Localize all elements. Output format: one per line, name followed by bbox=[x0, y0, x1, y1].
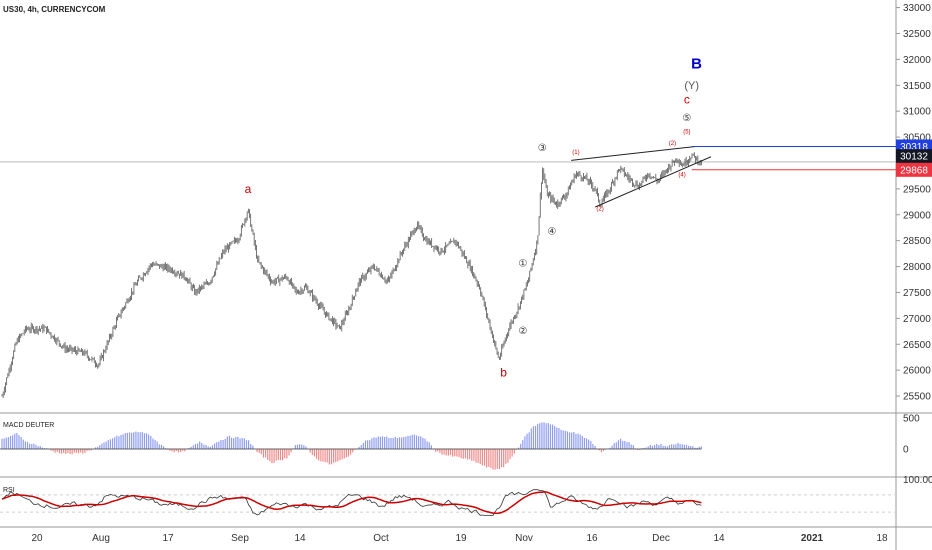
y-tick-label: 25500 bbox=[903, 392, 931, 403]
wave-label: b bbox=[500, 365, 507, 379]
wave-label: ③ bbox=[538, 143, 547, 154]
y-tick-label: 27000 bbox=[903, 314, 931, 325]
y-tick-label: 27500 bbox=[903, 288, 931, 299]
macd-title: MACD DEUTER bbox=[3, 422, 54, 429]
price-level-label: 29868 bbox=[900, 165, 928, 176]
macd-axis: 500 0 bbox=[903, 414, 920, 456]
wedge-trendline[interactable] bbox=[571, 145, 697, 161]
wave-label: (4) bbox=[678, 172, 685, 178]
rsi-axis: 100.00 bbox=[903, 475, 932, 486]
x-tick-label: 2021 bbox=[801, 533, 824, 544]
y-tick-label: 29500 bbox=[903, 184, 931, 195]
price-level-tag bbox=[896, 162, 932, 177]
y-tick-label: 32500 bbox=[903, 29, 931, 40]
x-tick-label: Oct bbox=[373, 533, 389, 544]
x-tick-label: Aug bbox=[92, 533, 110, 544]
wave-annotations: a b ③ ④ ① ② (1) (2) (2) (4) (5) ⑤ c(Y) B bbox=[245, 56, 702, 380]
x-tick-label: 16 bbox=[586, 533, 598, 544]
y-tick-label: 28000 bbox=[903, 262, 931, 273]
x-tick-label: 20 bbox=[31, 533, 43, 544]
wave-label: ② bbox=[518, 326, 527, 337]
chart-title: US30, 4h, CURRENCYCOM bbox=[3, 5, 106, 14]
y-tick-label: 30500 bbox=[903, 133, 931, 144]
y-tick-label: 26000 bbox=[903, 366, 931, 377]
x-tick-label: 17 bbox=[162, 533, 174, 544]
y-tick-label: 33000 bbox=[903, 3, 931, 14]
y-tick-label: 31000 bbox=[903, 107, 931, 118]
x-tick-label: Sep bbox=[231, 533, 249, 544]
x-tick-label: 14 bbox=[294, 533, 306, 544]
rsi-pane[interactable] bbox=[0, 489, 896, 516]
macd-pane[interactable] bbox=[0, 422, 702, 470]
wave-label: a bbox=[245, 182, 252, 196]
wedge-trendline[interactable] bbox=[595, 156, 712, 208]
price-axis[interactable]: 25500 26000 26500 27000 27500 28000 28500 29000… bbox=[896, 3, 931, 403]
rsi-line bbox=[1, 489, 702, 516]
x-tick-label: Nov bbox=[515, 533, 533, 544]
wave-label: (Y) bbox=[684, 80, 699, 92]
wave-label: ① bbox=[518, 259, 527, 270]
rsi-title: RSI bbox=[3, 487, 15, 494]
x-tick-label: 19 bbox=[455, 533, 467, 544]
y-tick-label: 28500 bbox=[903, 236, 931, 247]
price-pane[interactable] bbox=[0, 145, 896, 398]
wave-label: c bbox=[684, 92, 690, 106]
wave-label: ④ bbox=[547, 226, 556, 237]
y-tick-label: 31500 bbox=[903, 81, 931, 92]
macd-tick-label: 500 bbox=[903, 414, 920, 425]
rsi-tick-label: 100.00 bbox=[903, 475, 932, 486]
macd-tick-label: 0 bbox=[903, 445, 909, 456]
x-tick-label: 18 bbox=[876, 533, 888, 544]
price-level-tag bbox=[896, 149, 932, 164]
x-tick-label: 14 bbox=[713, 533, 725, 544]
wave-label: (2) bbox=[669, 141, 676, 147]
wave-label: ⑤ bbox=[682, 113, 691, 124]
price-level-label: 30132 bbox=[900, 152, 928, 163]
wave-label: (5) bbox=[683, 129, 690, 135]
price-level-label: 30318 bbox=[900, 142, 928, 153]
y-tick-label: 26500 bbox=[903, 340, 931, 351]
wave-label: B bbox=[691, 56, 702, 73]
x-tick-label: Dec bbox=[652, 533, 670, 544]
time-axis[interactable]: 20 Aug 17 Sep 14 Oct 19 Nov 16 Dec 14 2021 18 bbox=[31, 533, 888, 544]
rsi-ma-line bbox=[1, 491, 702, 515]
y-tick-label: 32000 bbox=[903, 55, 931, 66]
wave-label: (1) bbox=[572, 150, 579, 156]
wave-label: (2) bbox=[596, 207, 603, 213]
y-tick-label: 29000 bbox=[903, 210, 931, 221]
